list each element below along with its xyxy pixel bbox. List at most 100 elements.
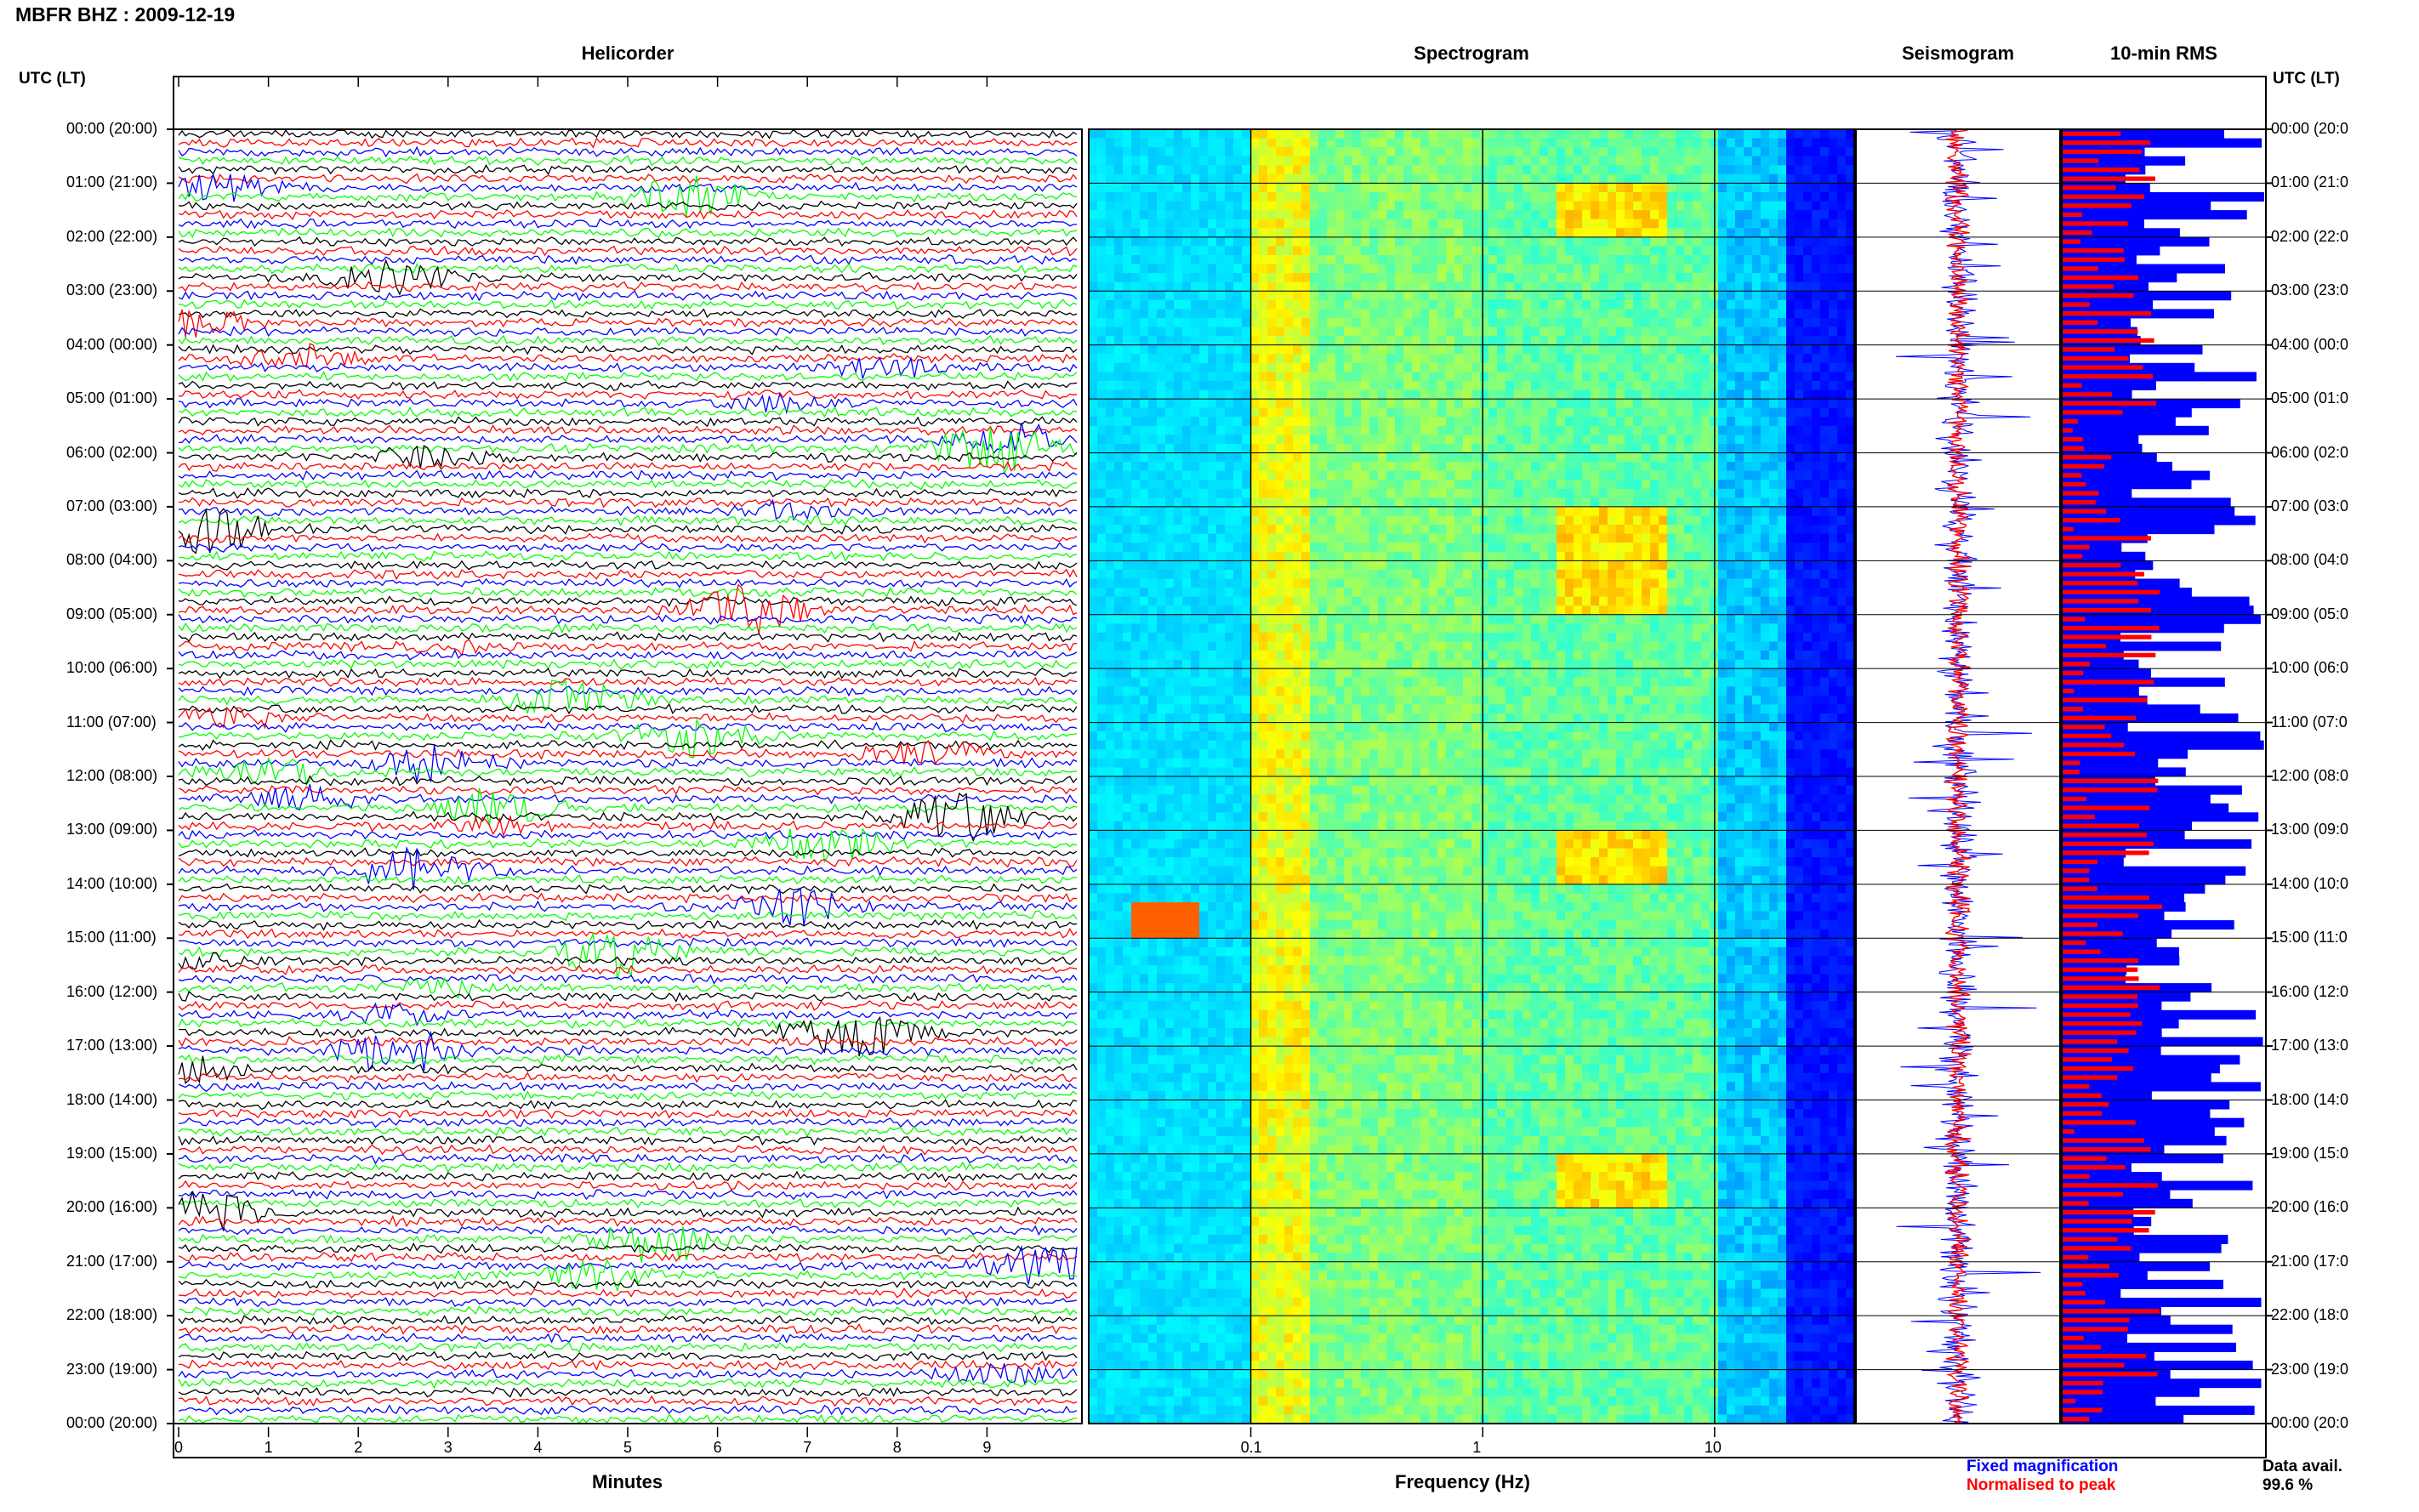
spectrogram-cell — [1744, 138, 1753, 148]
spectrogram-cell — [1829, 515, 1838, 526]
spectrogram-cell — [1820, 425, 1830, 435]
spectrogram-cell — [1676, 281, 1685, 292]
spectrogram-cell — [1386, 407, 1396, 418]
spectrogram-cell — [1769, 488, 1779, 498]
spectrogram-cell — [1267, 407, 1277, 418]
spectrogram-cell — [1242, 452, 1251, 463]
spectrogram-cell — [1693, 273, 1702, 283]
spectrogram-cell — [1820, 236, 1830, 247]
spectrogram-cell — [1795, 147, 1804, 157]
spectrogram-cell — [1676, 201, 1685, 211]
spectrogram-cell — [1735, 354, 1745, 364]
spectrogram-cell — [1718, 299, 1727, 310]
spectrogram-cell — [1369, 173, 1379, 184]
spectrogram-cell — [1693, 236, 1702, 247]
spectrogram-cell — [1744, 443, 1753, 454]
spectrogram-cell — [1471, 425, 1481, 435]
spectrogram-cell — [1744, 129, 1753, 139]
spectrogram-cell — [1123, 344, 1132, 355]
spectrogram-cell — [1318, 443, 1328, 454]
spectrogram-cell — [1352, 344, 1362, 355]
spectrogram-cell — [1599, 309, 1608, 319]
spectrogram-cell — [1650, 129, 1659, 139]
spectrogram-cell — [1140, 515, 1149, 526]
spectrogram-cell — [1676, 219, 1685, 229]
spectrogram-cell — [1199, 129, 1209, 139]
spectrogram-cell — [1148, 551, 1158, 561]
spectrogram-cell — [1276, 138, 1285, 148]
spectrogram-cell — [1463, 156, 1472, 166]
spectrogram-cell — [1531, 362, 1540, 372]
spectrogram-cell — [1148, 173, 1158, 184]
spectrogram-cell — [1233, 281, 1243, 292]
spectrogram-cell — [1548, 236, 1557, 247]
spectrogram-cell — [1514, 515, 1523, 526]
spectrogram-cell — [1378, 380, 1387, 391]
spectrogram-cell — [1769, 525, 1779, 535]
spectrogram-cell — [1684, 228, 1693, 238]
spectrogram-cell — [1097, 281, 1107, 292]
spectrogram-cell — [1744, 228, 1753, 238]
spectrogram-cell — [1293, 281, 1302, 292]
spectrogram-cell — [1148, 425, 1158, 435]
spectrogram-cell — [1301, 362, 1311, 372]
spectrogram-cell — [1446, 569, 1455, 580]
spectrogram-cell — [1301, 443, 1311, 454]
spectrogram-cell — [1174, 407, 1183, 418]
spectrogram-cell — [1837, 525, 1847, 535]
spectrogram-cell — [1310, 452, 1319, 463]
spectrogram-cell — [1599, 192, 1608, 202]
spectrogram-cell — [1769, 425, 1779, 435]
spectrogram-cell — [1463, 273, 1472, 283]
spectrogram-cell — [1335, 578, 1345, 588]
spectrogram-cell — [1786, 281, 1796, 292]
spectrogram-cell — [1140, 354, 1149, 364]
spectrogram-cell — [1123, 281, 1132, 292]
spectrogram-cell — [1557, 228, 1566, 238]
spectrogram-cell — [1769, 219, 1779, 229]
spectrogram-cell — [1693, 588, 1702, 598]
spectrogram-cell — [1540, 588, 1549, 598]
spectrogram-cell — [1106, 543, 1115, 553]
spectrogram-cell — [1497, 236, 1506, 247]
spectrogram-cell — [1327, 362, 1336, 372]
spectrogram-cell — [1676, 560, 1685, 571]
spectrogram-cell — [1284, 372, 1294, 382]
spectrogram-cell — [1471, 192, 1481, 202]
spectrogram-cell — [1531, 462, 1540, 472]
spectrogram-cell — [1488, 569, 1498, 580]
spectrogram-cell — [1701, 533, 1710, 543]
spectrogram-cell — [1437, 336, 1447, 346]
spectrogram-cell — [1684, 399, 1693, 409]
spectrogram-cell — [1718, 551, 1727, 561]
spectrogram-cell — [1514, 462, 1523, 472]
spectrogram-cell — [1157, 399, 1166, 409]
spectrogram-cell — [1335, 380, 1345, 391]
spectrogram-cell — [1454, 291, 1464, 301]
spectrogram-cell — [1684, 506, 1693, 517]
spectrogram-cell — [1310, 291, 1319, 301]
spectrogram-cell — [1727, 344, 1736, 355]
spectrogram-cell — [1616, 264, 1625, 274]
spectrogram-cell — [1378, 129, 1387, 139]
spectrogram-cell — [1420, 165, 1430, 175]
spectrogram-cell — [1344, 551, 1353, 561]
spectrogram-cell — [1514, 551, 1523, 561]
spectrogram-cell — [1097, 156, 1107, 166]
time-label-right: 08:00 (04:0 — [2271, 551, 2349, 569]
spectrogram-cell — [1701, 309, 1710, 319]
spectrogram-cell — [1608, 569, 1617, 580]
spectrogram-cell — [1114, 138, 1124, 148]
spectrogram-cell — [1259, 228, 1268, 238]
spectrogram-cell — [1540, 344, 1549, 355]
spectrogram-cell — [1157, 462, 1166, 472]
spectrogram-cell — [1659, 192, 1668, 202]
spectrogram-cell — [1157, 318, 1166, 328]
spectrogram-cell — [1097, 470, 1107, 480]
spectrogram-cell — [1667, 156, 1676, 166]
spectrogram-cell — [1497, 488, 1506, 498]
spectrogram-cell — [1846, 435, 1855, 445]
spectrogram-cell — [1497, 318, 1506, 328]
spectrogram-cell — [1761, 533, 1770, 543]
spectrogram-cell — [1182, 236, 1192, 247]
